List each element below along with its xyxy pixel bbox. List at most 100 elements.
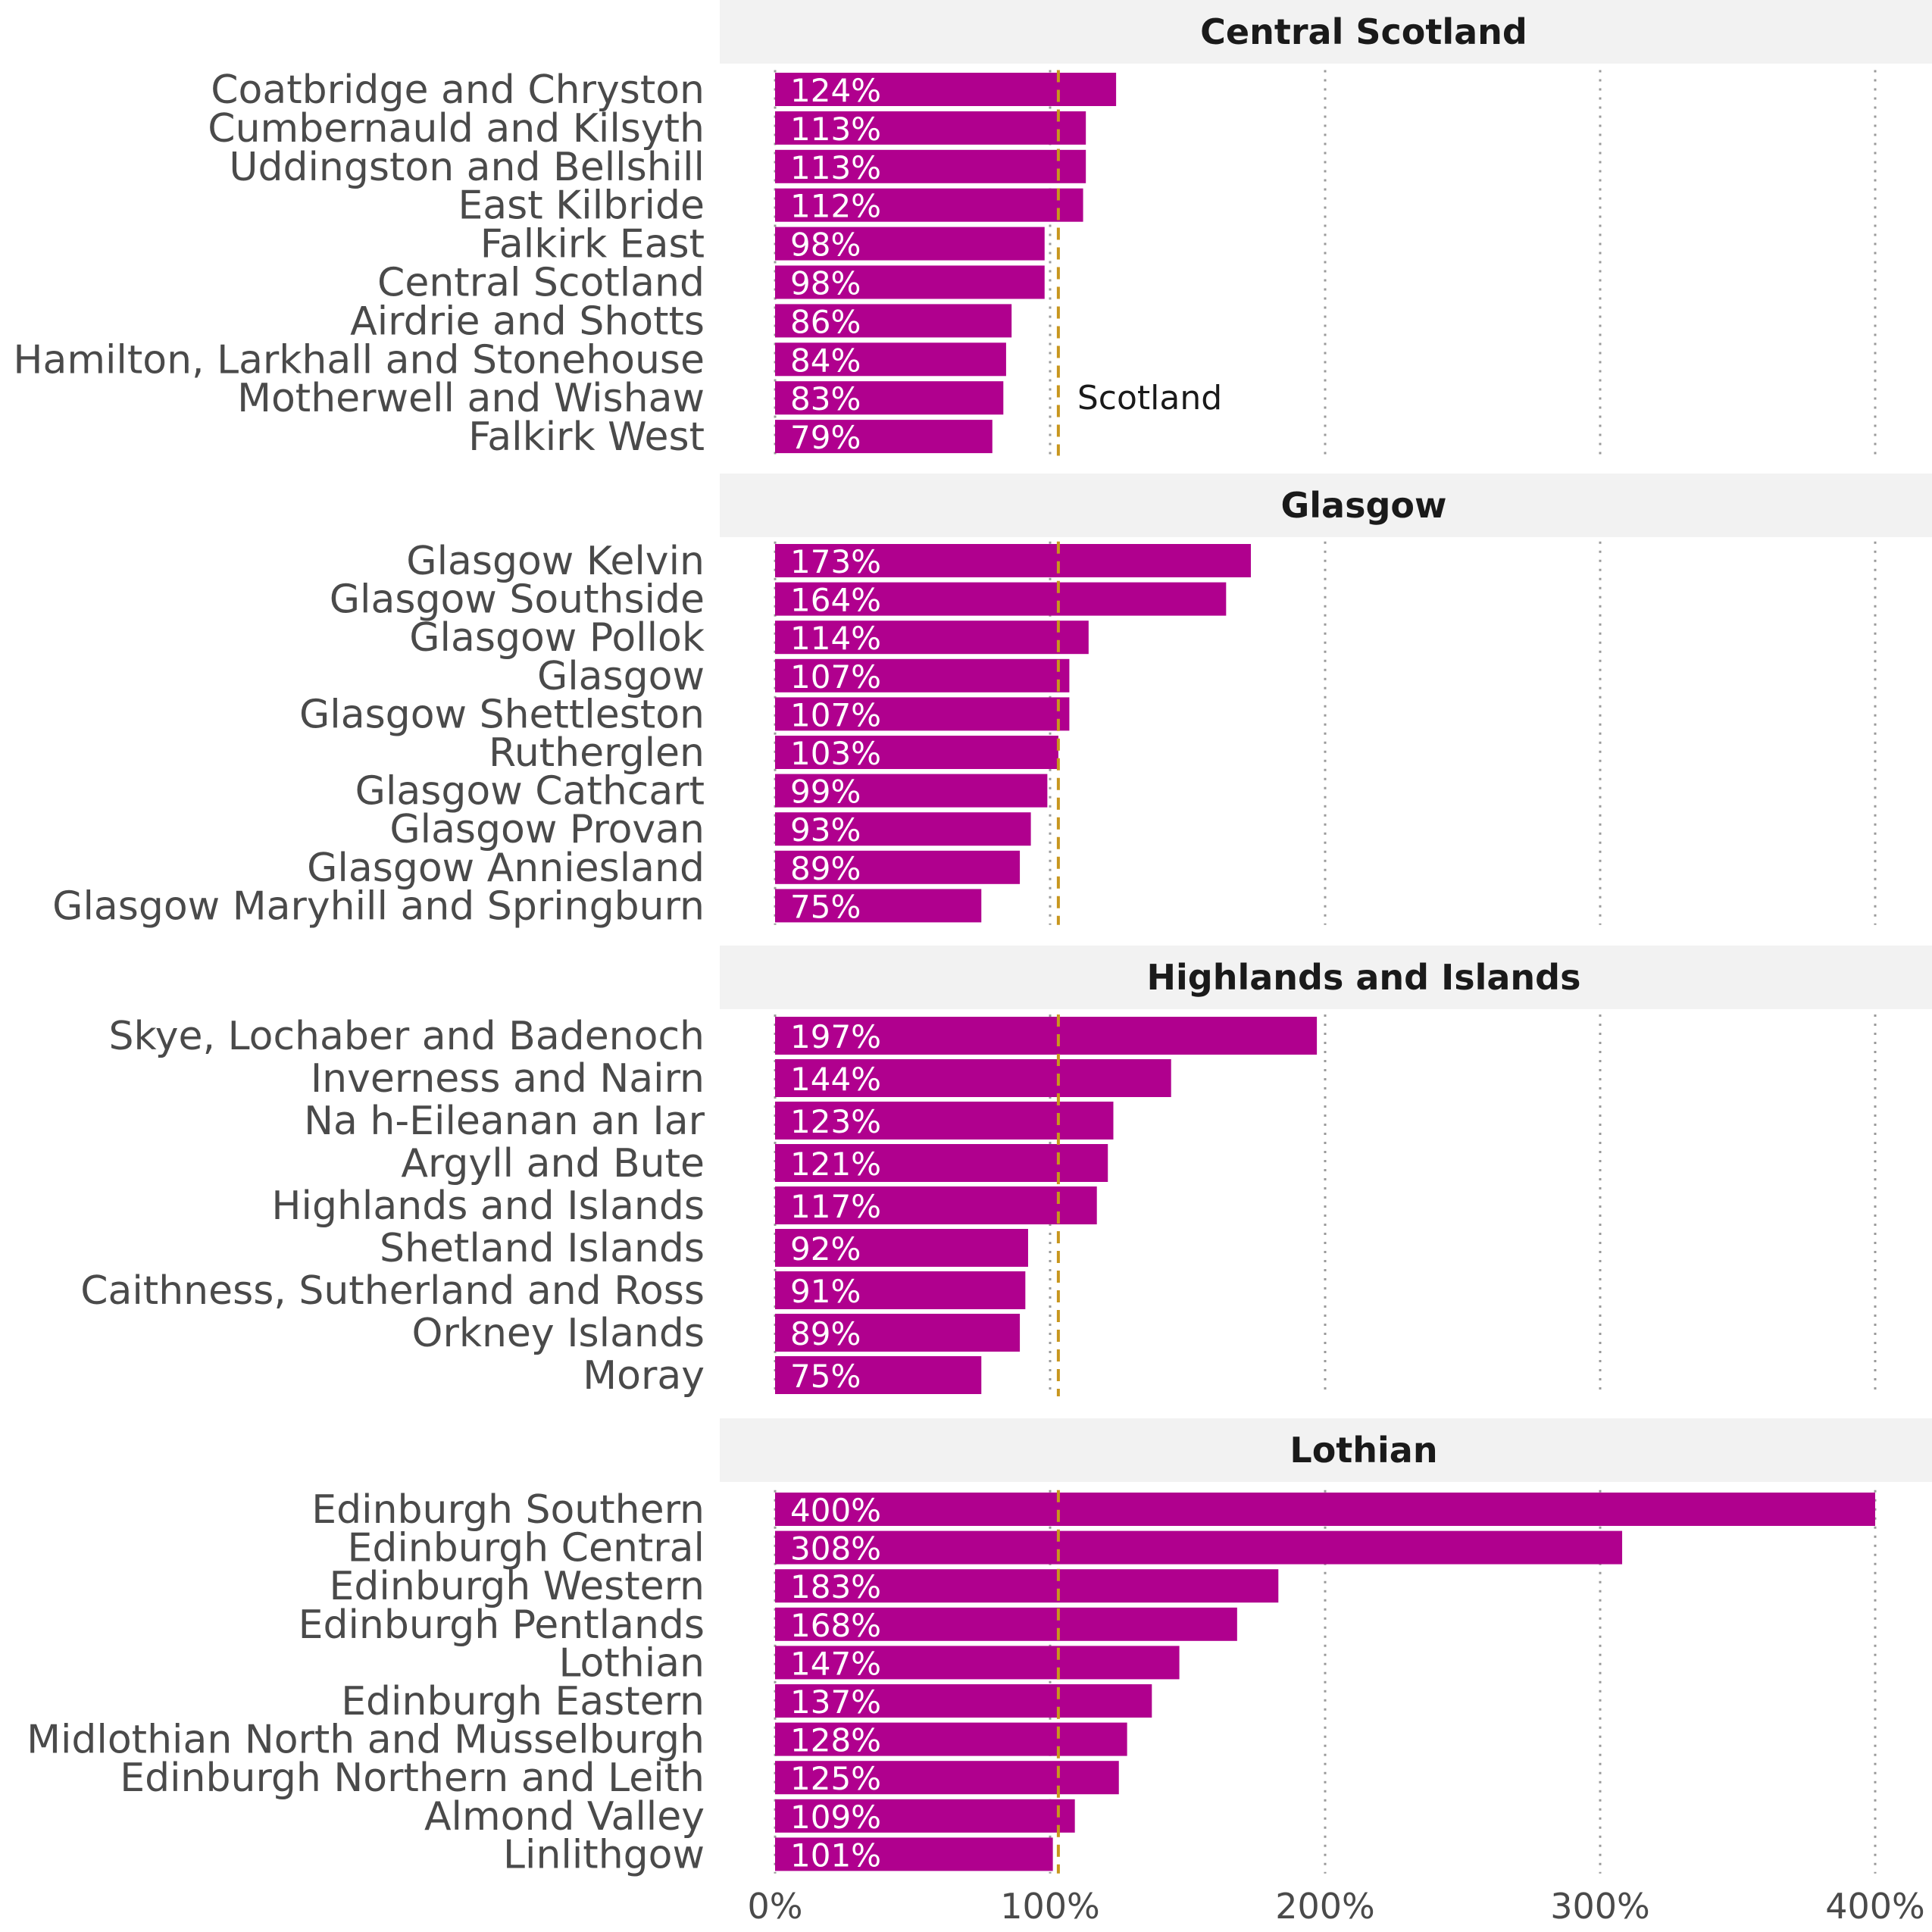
bar bbox=[775, 1646, 1180, 1680]
category-label: Glasgow bbox=[537, 654, 705, 699]
category-label: Glasgow Maryhill and Springburn bbox=[52, 883, 705, 929]
bar-value-label: 75% bbox=[790, 1358, 861, 1395]
category-label: Glasgow Anniesland bbox=[307, 846, 705, 891]
bar-value-label: 93% bbox=[790, 811, 861, 849]
bar-value-label: 164% bbox=[790, 582, 881, 619]
bar bbox=[775, 1837, 1053, 1871]
category-label: Almond Valley bbox=[424, 1794, 705, 1840]
bar bbox=[775, 1271, 1026, 1309]
panel-title: Lothian bbox=[1290, 1430, 1437, 1471]
panel-strip bbox=[720, 946, 1932, 1009]
category-label: Skye, Lochaber and Badenoch bbox=[109, 1014, 705, 1059]
category-label: Shetland Islands bbox=[380, 1226, 705, 1271]
bar bbox=[775, 1761, 1119, 1795]
bar bbox=[775, 227, 1045, 261]
bar bbox=[775, 850, 1021, 884]
bar bbox=[775, 111, 1086, 145]
bar bbox=[775, 1017, 1318, 1055]
bar-value-label: 103% bbox=[790, 735, 881, 772]
bar bbox=[775, 188, 1083, 222]
bar-value-label: 128% bbox=[790, 1722, 881, 1759]
category-label: Moray bbox=[583, 1353, 705, 1399]
bar-value-label: 98% bbox=[790, 227, 861, 264]
panel-strip bbox=[720, 1418, 1932, 1482]
category-label: Airdrie and Shotts bbox=[350, 299, 705, 344]
category-label: Caithness, Sutherland and Ross bbox=[80, 1268, 705, 1314]
category-label: Edinburgh Southern bbox=[311, 1487, 705, 1533]
category-label: Glasgow Kelvin bbox=[406, 539, 705, 584]
bar-value-label: 83% bbox=[790, 380, 861, 417]
bar bbox=[775, 1722, 1127, 1756]
x-tick-label: 0% bbox=[748, 1886, 803, 1927]
bar-value-label: 123% bbox=[790, 1103, 881, 1140]
bar bbox=[775, 774, 1048, 808]
category-label: East Kilbride bbox=[458, 183, 705, 229]
bar bbox=[775, 582, 1227, 616]
bar-value-label: 107% bbox=[790, 658, 881, 696]
bar bbox=[775, 1186, 1097, 1224]
category-label: Linlithgow bbox=[503, 1832, 705, 1877]
bar-value-label: 121% bbox=[790, 1146, 881, 1183]
bar bbox=[775, 1493, 1875, 1526]
bar bbox=[775, 420, 993, 454]
category-label: Falkirk West bbox=[468, 414, 705, 460]
x-tick-label: 300% bbox=[1550, 1886, 1650, 1927]
category-label: Glasgow Pollok bbox=[409, 615, 705, 661]
category-label: Inverness and Nairn bbox=[311, 1056, 705, 1102]
bar bbox=[775, 1684, 1152, 1718]
bar bbox=[775, 1799, 1075, 1833]
panel-strip bbox=[720, 474, 1932, 537]
bar-value-label: 89% bbox=[790, 1315, 861, 1352]
bar-value-label: 144% bbox=[790, 1061, 881, 1098]
bar-value-label: 197% bbox=[790, 1018, 881, 1055]
bar bbox=[775, 658, 1070, 692]
bar-value-label: 183% bbox=[790, 1568, 881, 1605]
bar-value-label: 98% bbox=[790, 265, 861, 302]
x-tick-label: 400% bbox=[1825, 1886, 1925, 1927]
bar-value-label: 137% bbox=[790, 1683, 881, 1721]
bar-value-label: 75% bbox=[790, 888, 861, 925]
bar-value-label: 112% bbox=[790, 188, 881, 225]
bar-value-label: 92% bbox=[790, 1230, 861, 1268]
bar-value-label: 109% bbox=[790, 1799, 881, 1836]
x-tick-label: 200% bbox=[1275, 1886, 1375, 1927]
category-label: Glasgow Southside bbox=[330, 577, 705, 623]
bar-value-label: 113% bbox=[790, 111, 881, 148]
bar-value-label: 124% bbox=[790, 72, 881, 109]
category-label: Rutherglen bbox=[489, 730, 705, 776]
bar-value-label: 125% bbox=[790, 1760, 881, 1797]
bar-value-label: 101% bbox=[790, 1837, 881, 1874]
bar bbox=[775, 1144, 1108, 1182]
bar bbox=[775, 1314, 1021, 1352]
category-label: Edinburgh Northern and Leith bbox=[120, 1755, 705, 1801]
category-label: Glasgow Provan bbox=[389, 807, 705, 852]
bar-value-label: 91% bbox=[790, 1273, 861, 1310]
bar-value-label: 173% bbox=[790, 543, 881, 580]
category-label: Falkirk East bbox=[480, 222, 705, 267]
bar bbox=[775, 621, 1089, 655]
bar-value-label: 168% bbox=[790, 1607, 881, 1644]
bar bbox=[775, 1356, 982, 1394]
bar bbox=[775, 265, 1045, 299]
category-label: Glasgow Shettleston bbox=[299, 692, 705, 737]
category-label: Na h-Eileanan an Iar bbox=[304, 1099, 705, 1144]
bar bbox=[775, 1229, 1028, 1267]
bar bbox=[775, 1607, 1237, 1641]
bar bbox=[775, 1530, 1623, 1565]
bar bbox=[775, 1059, 1171, 1097]
bar bbox=[775, 544, 1251, 577]
panel-title: Glasgow bbox=[1281, 485, 1447, 526]
bar-value-label: 400% bbox=[790, 1492, 881, 1529]
bar bbox=[775, 381, 1004, 415]
bar-value-label: 114% bbox=[790, 620, 881, 657]
bar-value-label: 147% bbox=[790, 1645, 881, 1682]
bar-value-label: 86% bbox=[790, 303, 861, 340]
bar-value-label: 84% bbox=[790, 342, 861, 379]
bar-value-label: 99% bbox=[790, 774, 861, 811]
panel-strip bbox=[720, 0, 1932, 64]
bar bbox=[775, 304, 1012, 338]
bar bbox=[775, 812, 1031, 846]
bar bbox=[775, 889, 982, 923]
x-tick-label: 100% bbox=[1000, 1886, 1100, 1927]
category-label: Hamilton, Larkhall and Stonehouse bbox=[13, 337, 705, 383]
